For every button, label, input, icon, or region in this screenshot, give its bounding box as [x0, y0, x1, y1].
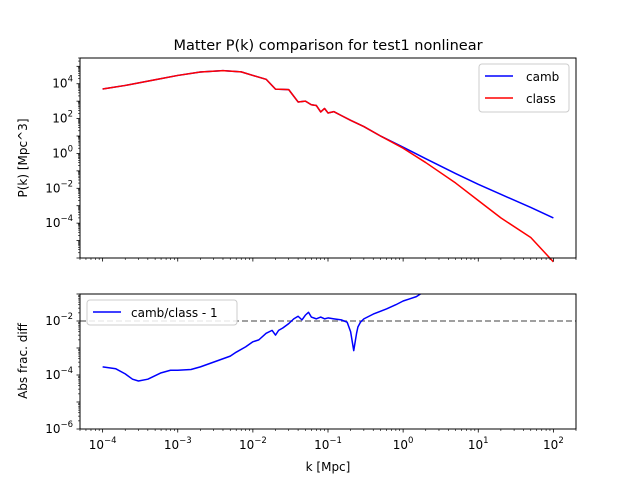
legend-camb-label: camb — [526, 70, 559, 84]
bottom-xtick-label: 102 — [543, 436, 564, 452]
bottom-ticks-layer: 10−2 10−4 10−6 10−4 10−3 10−2 10−1 100 101 102 — [45, 293, 577, 452]
bottom-series-line-camb-class-1 — [102, 293, 421, 382]
bottom-ytick-label: 10−2 — [45, 312, 73, 328]
bottom-ytick-label: 10−4 — [45, 366, 73, 382]
bottom-xtick-label: 10−1 — [314, 436, 342, 452]
bottom-ytick-label: 10−6 — [45, 420, 73, 436]
top-ytick-label: 102 — [52, 110, 73, 126]
bottom-xlabel: k [Mpc] — [306, 460, 351, 474]
top-legend: camb class — [478, 63, 570, 113]
bottom-legend: camb/class - 1 — [86, 299, 238, 326]
bottom-xtick-label: 10−4 — [89, 436, 117, 452]
top-ylabel: P(k) [Mpc^3] — [16, 119, 30, 198]
legend-class-label: class — [526, 92, 556, 106]
top-ytick-label: 104 — [52, 75, 73, 91]
legend-ratio-label: camb/class - 1 — [131, 306, 218, 320]
top-series-layer — [102, 69, 554, 263]
top-ticks-layer: 104 102 100 10−2 10−4 — [45, 57, 577, 262]
bottom-ylabel: Abs frac. diff — [16, 322, 30, 399]
top-series-line-class — [102, 69, 554, 263]
bottom-xtick-label: 100 — [393, 436, 414, 452]
top-ytick-label: 10−2 — [45, 179, 73, 195]
top-panel: Matter P(k) comparison for test1 nonline… — [16, 38, 577, 263]
bottom-xtick-label: 10−3 — [164, 436, 192, 452]
top-title: Matter P(k) comparison for test1 nonline… — [173, 38, 482, 54]
top-ytick-label: 100 — [52, 144, 73, 160]
bottom-xtick-label: 10−2 — [239, 436, 267, 452]
bottom-panel: 10−2 10−4 10−6 10−4 10−3 10−2 10−1 100 101 102 Ab… — [16, 293, 577, 474]
top-ytick-label: 10−4 — [45, 214, 73, 230]
bottom-legend-box — [86, 299, 238, 326]
bottom-xtick-label: 101 — [468, 436, 489, 452]
